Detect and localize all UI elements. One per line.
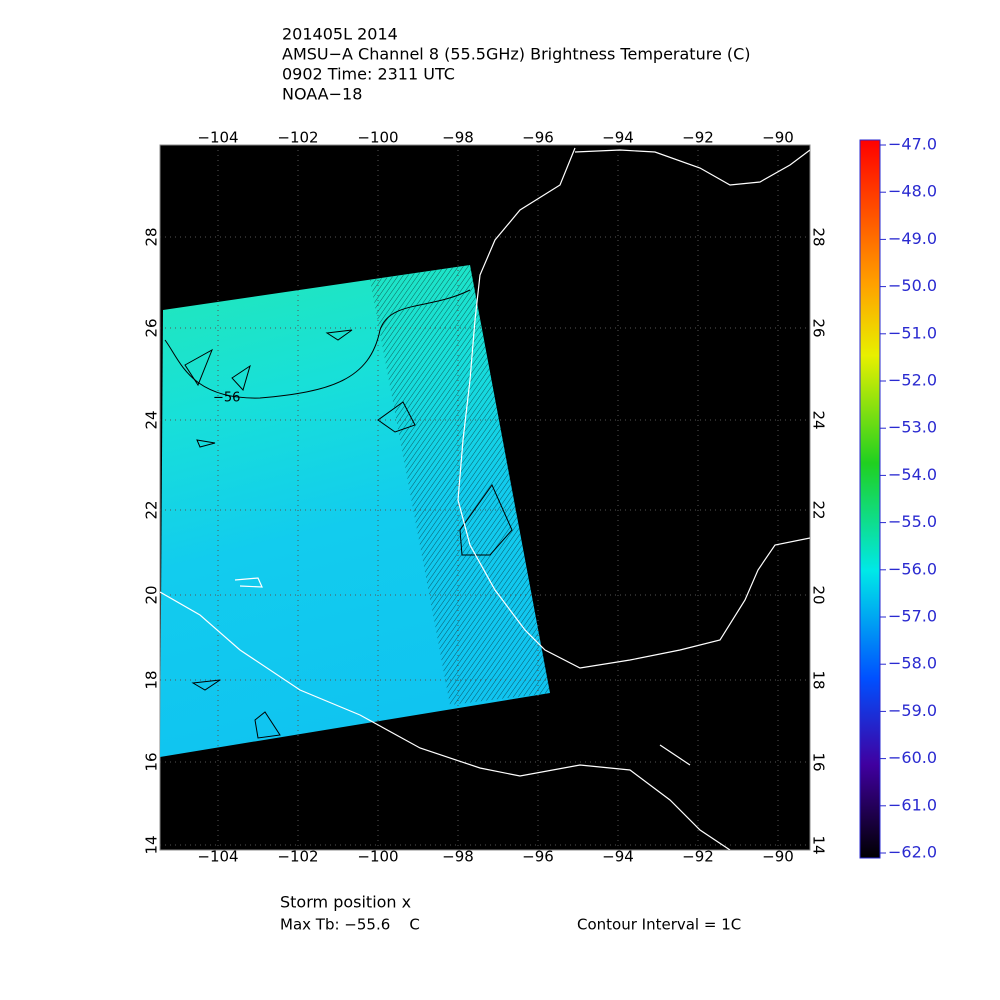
map-content: −56 bbox=[160, 145, 810, 850]
lat-tick-label: 18 bbox=[143, 670, 161, 689]
colorbar-label: −57.0 bbox=[888, 607, 937, 626]
colorbar-labels: −47.0 −48.0 −49.0 −50.0 −51.0 −52.0 −53.0 −54.0… bbox=[880, 135, 937, 862]
lon-tick-label: −98 bbox=[442, 848, 474, 866]
lon-tick-label: −94 bbox=[602, 129, 634, 147]
lat-tick-label: 14 bbox=[143, 835, 161, 854]
lon-tick-label: −96 bbox=[522, 848, 554, 866]
lat-tick-label: 22 bbox=[143, 500, 161, 519]
lat-tick-label: 26 bbox=[143, 318, 161, 337]
colorbar-label: −55.0 bbox=[888, 512, 937, 531]
colorbar-label: −60.0 bbox=[888, 748, 937, 767]
lon-tick-label: −104 bbox=[197, 129, 238, 147]
lat-tick-label: 16 bbox=[810, 752, 828, 771]
colorbar-label: −56.0 bbox=[888, 559, 937, 578]
coastlines bbox=[160, 147, 810, 850]
header-line: 0902 Time: 2311 UTC bbox=[282, 65, 455, 84]
lon-tick-label: −92 bbox=[682, 848, 714, 866]
contour-interval: Contour Interval = 1C bbox=[577, 916, 741, 934]
lat-tick-label: 14 bbox=[810, 835, 828, 854]
colorbar-label: −47.0 bbox=[888, 135, 937, 154]
colorbar-label: −53.0 bbox=[888, 418, 937, 437]
lat-tick-label: 18 bbox=[810, 670, 828, 689]
colorbar-label: −54.0 bbox=[888, 465, 937, 484]
lat-tick-label: 28 bbox=[810, 227, 828, 246]
lat-tick-label: 20 bbox=[143, 585, 161, 604]
colorbar-label: −49.0 bbox=[888, 229, 937, 248]
header-line: AMSU−A Channel 8 (55.5GHz) Brightness Te… bbox=[282, 45, 751, 64]
lon-tick-label: −94 bbox=[602, 848, 634, 866]
lat-tick-label: 24 bbox=[810, 410, 828, 429]
lat-tick-label: 24 bbox=[143, 410, 161, 429]
contour-label: −56 bbox=[213, 391, 240, 406]
lon-tick-label: −90 bbox=[762, 129, 794, 147]
colorbar-label: −51.0 bbox=[888, 323, 937, 342]
graticule bbox=[160, 145, 810, 850]
colorbar-label: −62.0 bbox=[888, 843, 937, 862]
lon-tick-label: −98 bbox=[442, 129, 474, 147]
lat-tick-label: 20 bbox=[810, 585, 828, 604]
lon-tick-label: −102 bbox=[277, 129, 318, 147]
colorbar-label: −58.0 bbox=[888, 654, 937, 673]
colorbar-label: −61.0 bbox=[888, 795, 937, 814]
lon-tick-label: −104 bbox=[197, 848, 238, 866]
colorbar-label: −52.0 bbox=[888, 371, 937, 390]
colorbar-label: −48.0 bbox=[888, 182, 937, 201]
lon-tick-label: −100 bbox=[357, 129, 398, 147]
contours bbox=[164, 289, 513, 739]
lon-tick-label: −102 bbox=[277, 848, 318, 866]
lat-tick-label: 26 bbox=[810, 318, 828, 337]
lon-tick-label: −90 bbox=[762, 848, 794, 866]
max-tb: Max Tb: −55.6 C bbox=[280, 916, 420, 934]
header-line: NOAA−18 bbox=[282, 85, 362, 104]
map-ticks: −104 −104 −102 −102 −100 −100 −98 −98 −96 −96 −94 −… bbox=[143, 129, 828, 866]
lon-tick-label: −96 bbox=[522, 129, 554, 147]
lat-tick-label: 16 bbox=[143, 752, 161, 771]
colorbar bbox=[859, 139, 881, 859]
lat-tick-label: 22 bbox=[810, 500, 828, 519]
header-line: 201405L 2014 bbox=[282, 25, 398, 44]
lat-tick-label: 28 bbox=[143, 227, 161, 246]
colorbar-label: −50.0 bbox=[888, 276, 937, 295]
storm-position: Storm position x bbox=[280, 893, 411, 912]
lon-tick-label: −100 bbox=[357, 848, 398, 866]
colorbar-label: −59.0 bbox=[888, 701, 937, 720]
lon-tick-label: −92 bbox=[682, 129, 714, 147]
